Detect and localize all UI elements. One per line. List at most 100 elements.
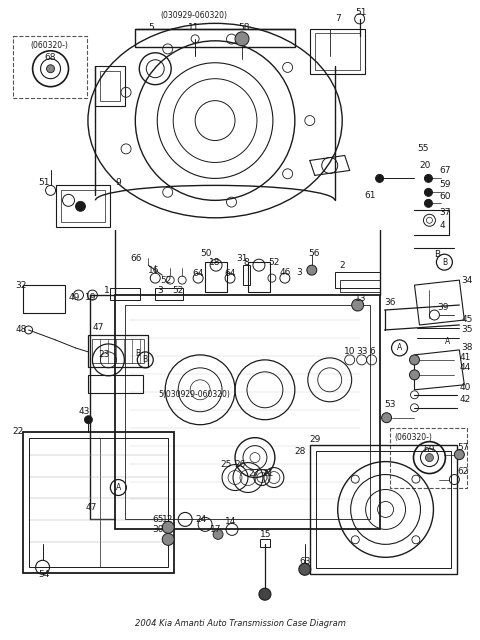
Text: 5: 5 bbox=[148, 23, 154, 33]
Text: 39: 39 bbox=[437, 303, 449, 312]
Text: 22: 22 bbox=[12, 427, 24, 436]
Text: (060320-): (060320-) bbox=[395, 433, 432, 442]
Bar bbox=[60, 190, 106, 222]
Circle shape bbox=[162, 522, 174, 533]
Text: 26: 26 bbox=[234, 460, 245, 469]
Bar bbox=[56, 186, 110, 227]
Text: 3: 3 bbox=[296, 268, 301, 276]
Text: 69: 69 bbox=[423, 445, 435, 454]
Bar bbox=[315, 33, 360, 70]
Text: 30: 30 bbox=[152, 525, 164, 534]
Circle shape bbox=[409, 355, 420, 365]
Text: 67: 67 bbox=[439, 166, 451, 175]
Text: 17: 17 bbox=[210, 525, 222, 534]
Text: 64: 64 bbox=[224, 269, 235, 278]
Text: 23: 23 bbox=[98, 350, 110, 360]
Bar bbox=[96, 66, 125, 106]
Text: 59: 59 bbox=[439, 180, 451, 189]
Text: 60: 60 bbox=[439, 192, 451, 201]
Text: 34: 34 bbox=[461, 276, 473, 285]
Text: 48: 48 bbox=[16, 326, 27, 335]
Bar bbox=[260, 540, 270, 547]
Bar bbox=[23, 285, 64, 313]
Bar bbox=[100, 71, 120, 100]
Text: (030929-060320): (030929-060320) bbox=[160, 12, 227, 20]
Text: 46: 46 bbox=[280, 268, 291, 276]
Text: 3: 3 bbox=[157, 285, 163, 294]
Text: 47: 47 bbox=[93, 323, 104, 332]
Text: 18: 18 bbox=[209, 258, 221, 267]
Text: 64: 64 bbox=[192, 269, 204, 278]
Bar bbox=[12, 36, 87, 98]
Bar bbox=[335, 272, 380, 288]
Text: 12: 12 bbox=[162, 515, 174, 524]
Text: 7: 7 bbox=[335, 14, 340, 24]
Text: 9: 9 bbox=[115, 178, 121, 187]
Text: 29: 29 bbox=[310, 435, 321, 444]
Text: 63: 63 bbox=[300, 557, 312, 566]
Bar bbox=[115, 295, 380, 529]
Text: 24: 24 bbox=[195, 515, 206, 524]
Text: 38: 38 bbox=[461, 344, 473, 353]
Circle shape bbox=[409, 370, 420, 380]
Circle shape bbox=[352, 299, 364, 311]
Bar bbox=[248, 262, 270, 292]
Text: 52: 52 bbox=[172, 285, 183, 294]
Circle shape bbox=[162, 533, 174, 545]
Text: 28: 28 bbox=[295, 447, 306, 456]
Text: 57: 57 bbox=[457, 443, 469, 452]
Circle shape bbox=[299, 563, 311, 575]
Text: 19: 19 bbox=[85, 292, 97, 301]
Bar bbox=[110, 288, 140, 300]
Text: 65: 65 bbox=[152, 515, 164, 524]
Text: 47: 47 bbox=[85, 503, 97, 512]
Text: 44: 44 bbox=[459, 364, 470, 372]
Text: 37: 37 bbox=[439, 208, 451, 217]
Bar bbox=[310, 445, 457, 574]
Text: A: A bbox=[445, 337, 450, 346]
Circle shape bbox=[84, 416, 93, 424]
Circle shape bbox=[47, 65, 55, 73]
Text: 66: 66 bbox=[130, 253, 142, 262]
Bar bbox=[340, 280, 380, 292]
Text: A: A bbox=[397, 344, 402, 353]
Circle shape bbox=[376, 175, 384, 182]
Text: 58: 58 bbox=[238, 23, 250, 33]
Text: 13: 13 bbox=[355, 294, 366, 303]
Circle shape bbox=[235, 32, 249, 46]
Bar bbox=[23, 431, 174, 573]
Circle shape bbox=[382, 413, 392, 422]
Text: 32: 32 bbox=[16, 280, 27, 290]
Text: 42: 42 bbox=[459, 396, 470, 404]
Bar bbox=[390, 428, 468, 488]
Text: 4: 4 bbox=[439, 221, 445, 230]
Text: 33: 33 bbox=[357, 348, 368, 356]
Text: 2004 Kia Amanti Auto Transmission Case Diagram: 2004 Kia Amanti Auto Transmission Case D… bbox=[134, 619, 346, 628]
Circle shape bbox=[75, 202, 85, 211]
Text: 31: 31 bbox=[236, 253, 248, 262]
Text: B: B bbox=[442, 258, 447, 267]
Circle shape bbox=[259, 588, 271, 600]
Text: 2: 2 bbox=[340, 260, 345, 269]
Bar bbox=[310, 29, 365, 74]
Text: 27: 27 bbox=[248, 469, 259, 478]
Text: B: B bbox=[434, 250, 441, 259]
Text: 55: 55 bbox=[418, 144, 429, 153]
Text: 68: 68 bbox=[45, 53, 56, 62]
Circle shape bbox=[425, 454, 433, 461]
Text: 53: 53 bbox=[384, 400, 396, 409]
Bar bbox=[155, 288, 183, 300]
Text: B: B bbox=[136, 349, 141, 358]
Text: A: A bbox=[116, 483, 121, 492]
Text: 51: 51 bbox=[356, 8, 367, 17]
Circle shape bbox=[424, 199, 432, 207]
Text: 52: 52 bbox=[160, 276, 172, 285]
Bar bbox=[29, 438, 168, 567]
Text: 36: 36 bbox=[384, 298, 396, 307]
Text: 49: 49 bbox=[69, 292, 80, 301]
Text: 45: 45 bbox=[461, 316, 473, 324]
Circle shape bbox=[455, 450, 464, 460]
Text: 15: 15 bbox=[260, 530, 272, 539]
Text: 25: 25 bbox=[220, 460, 231, 469]
Text: 40: 40 bbox=[459, 383, 471, 392]
